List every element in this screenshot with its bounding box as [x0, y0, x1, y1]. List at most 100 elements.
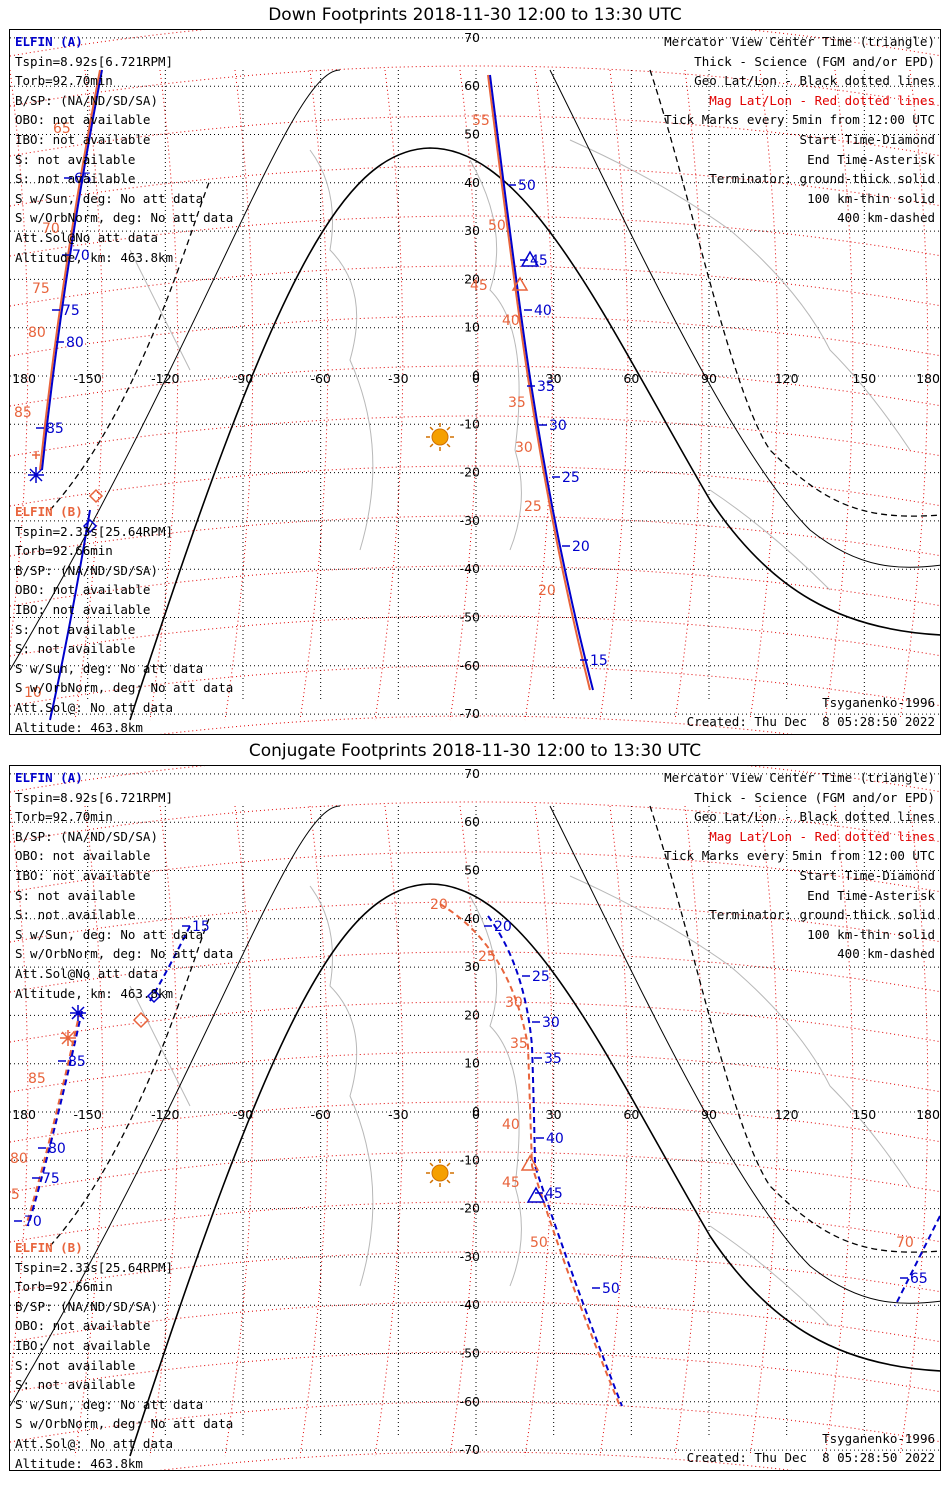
- mag-parallel: [10, 115, 940, 157]
- elfin-b-time-label: 30: [515, 440, 533, 456]
- end-time-asterisk: [28, 467, 44, 483]
- mag-parallel: [10, 1151, 940, 1193]
- lat-tick-label: 70: [464, 766, 480, 781]
- mag-parallel: [10, 1351, 940, 1393]
- lat-tick-label: 40: [464, 911, 480, 926]
- panel-title-conjugate: Conjugate Footprints 2018-11-30 12:00 to…: [248, 741, 702, 761]
- legend-item: Geo Lat/Lon - Black dotted lines: [694, 809, 935, 825]
- lat-tick-label: 20: [464, 1007, 480, 1022]
- elfin-b-time-label: 25: [478, 949, 496, 965]
- elfin-a-track: [49, 509, 91, 721]
- end-time-asterisk: [70, 1005, 86, 1021]
- lat-tick-label: 30: [464, 959, 480, 974]
- center-time-triangle: [511, 276, 529, 291]
- mag-parallel: [159, 715, 793, 734]
- lon-tick-label: -150: [73, 371, 101, 386]
- lon-tick-label: -30: [388, 371, 408, 386]
- mag-parallel: [10, 165, 940, 207]
- mag-parallel: [10, 215, 940, 257]
- mag-parallel: [10, 901, 940, 943]
- lon-tick-label: -60: [310, 371, 330, 386]
- elfin-a-time-label: 35: [537, 379, 555, 395]
- lat-tick-label: -10: [460, 1152, 480, 1167]
- lat-tick-label: 50: [464, 127, 480, 142]
- info-line: S w/Sun, deg: No att data: [15, 926, 204, 942]
- coastlines: [129, 875, 911, 1327]
- mag-parallel: [10, 315, 940, 357]
- mag-parallel: [10, 65, 940, 107]
- legend: Mercator View Center Time (triangle) Thic…: [664, 32, 935, 228]
- elfin-b-time-label: 75: [10, 1187, 20, 1203]
- elfin-a-time-label: 85: [68, 1054, 86, 1070]
- info-line: Att.Sol@: No att data: [15, 1435, 174, 1451]
- elfin-b-time-label: 30: [505, 995, 523, 1011]
- lon-tick-label: 120: [775, 371, 799, 386]
- mag-parallel: [10, 415, 940, 457]
- lon-tick-label: 90: [701, 371, 717, 386]
- info-line: Att.Sol@: No att data: [15, 699, 174, 715]
- mag-parallel: [10, 766, 940, 793]
- lon-tick-label: 120: [775, 1107, 799, 1122]
- elfin-a-time-label: 75: [62, 303, 80, 319]
- info-line: S w/OrbNorm, deg: No att data: [15, 946, 234, 962]
- created-timestamp: Created: Thu Dec 8 05:28:50 2022: [686, 1450, 935, 1466]
- mag-parallel: [10, 615, 940, 657]
- lat-tick-label: 40: [464, 175, 480, 190]
- lat-tick-label: -40: [460, 561, 480, 576]
- map-canvas: 180 -150 -120 -90 -60 -30 0 30 60 90 120 150 180 70 60…: [10, 30, 940, 734]
- elfin-b-time-label: 40: [502, 313, 520, 329]
- elfin-a-time-label: 15: [192, 919, 210, 935]
- sun-ray: [429, 1162, 434, 1167]
- map-canvas: 180 -150 -120 -90 -60 -30 0 30 60 90 120 150 180 70 60…: [10, 766, 940, 1470]
- lon-tick-label: -120: [151, 371, 179, 386]
- elfin-a-time-label: 30: [549, 418, 567, 434]
- lon-tick-label: -60: [310, 1107, 330, 1122]
- elfin-b-time-label: 80: [28, 325, 46, 341]
- legend-item: Tick Marks every 5min from 12:00 UTC: [664, 112, 935, 128]
- elfin-a-time-label: 35: [544, 1051, 562, 1067]
- elfin-b-time-label: 70: [896, 1235, 914, 1251]
- sun-icon: [431, 1164, 449, 1182]
- lon-tick-label: 30: [546, 1107, 562, 1122]
- info-line: S: not available: [15, 621, 136, 637]
- info-line: S w/OrbNorm, deg: No att data: [15, 680, 234, 696]
- sun-ray: [429, 443, 434, 448]
- map-panel-down: 180 -150 -120 -90 -60 -30 0 30 60 90 120 150 180 70 60…: [9, 29, 941, 735]
- sun-ray: [429, 426, 434, 431]
- elfin-b-time-label: 35: [508, 395, 526, 411]
- mag-parallel: [10, 801, 940, 843]
- lon-tick-label: -150: [73, 1107, 101, 1122]
- info-line: B/SP: (NA/ND/SD/SA): [15, 1298, 158, 1314]
- info-line: S w/OrbNorm, deg: No att data: [15, 1416, 234, 1432]
- end-time-asterisk: [32, 451, 40, 459]
- spacecraft-name: ELFIN (A): [15, 770, 83, 785]
- lat-tick-label: -10: [460, 416, 480, 431]
- info-line: Altitude: 463.8km: [15, 719, 143, 735]
- mag-parallel: [10, 1251, 940, 1293]
- info-line: IBO: not available: [15, 867, 151, 883]
- elfin-b-time-label: 25: [524, 499, 542, 515]
- lat-tick-label: -60: [460, 1394, 480, 1409]
- info-line: OBO: not available: [15, 848, 151, 864]
- legend-item: Terminator: ground-thick solid: [709, 907, 935, 923]
- elfin-b-track: [439, 903, 621, 1407]
- elfin-a-time-label: 70: [24, 1214, 42, 1230]
- info-line: Altitude, km: 463.8km: [15, 985, 174, 1001]
- mag-parallel: [10, 665, 940, 707]
- legend-item: Thick - Science (FGM and/or EPD): [694, 53, 935, 69]
- info-line: IBO: not available: [15, 601, 151, 617]
- mag-parallel: [10, 1201, 940, 1243]
- mag-meridian: [524, 69, 554, 721]
- legend-item: Geo Lat/Lon - Black dotted lines: [694, 73, 935, 89]
- mag-parallel: [10, 951, 940, 993]
- terminator-ground: [129, 147, 940, 721]
- lon-tick-label: 60: [623, 1107, 639, 1122]
- elfin-b-info: ELFIN (B) Tspin=2.33s[25.64RPM] Torb=92.66…: [15, 1238, 234, 1470]
- legend-item: End Time-Asterisk: [807, 151, 935, 167]
- elfin-a-time-label: 75: [42, 1171, 60, 1187]
- model-name: Tsyganenko-1996: [822, 1430, 935, 1446]
- map-panel-conjugate: 180 -150 -120 -90 -60 -30 0 30 60 90 120 150 180 70 60…: [9, 765, 941, 1471]
- lat-tick-label: 70: [464, 30, 480, 45]
- lat-tick-label: 0: [472, 1104, 480, 1119]
- elfin-b-time-label: 45: [502, 1175, 520, 1191]
